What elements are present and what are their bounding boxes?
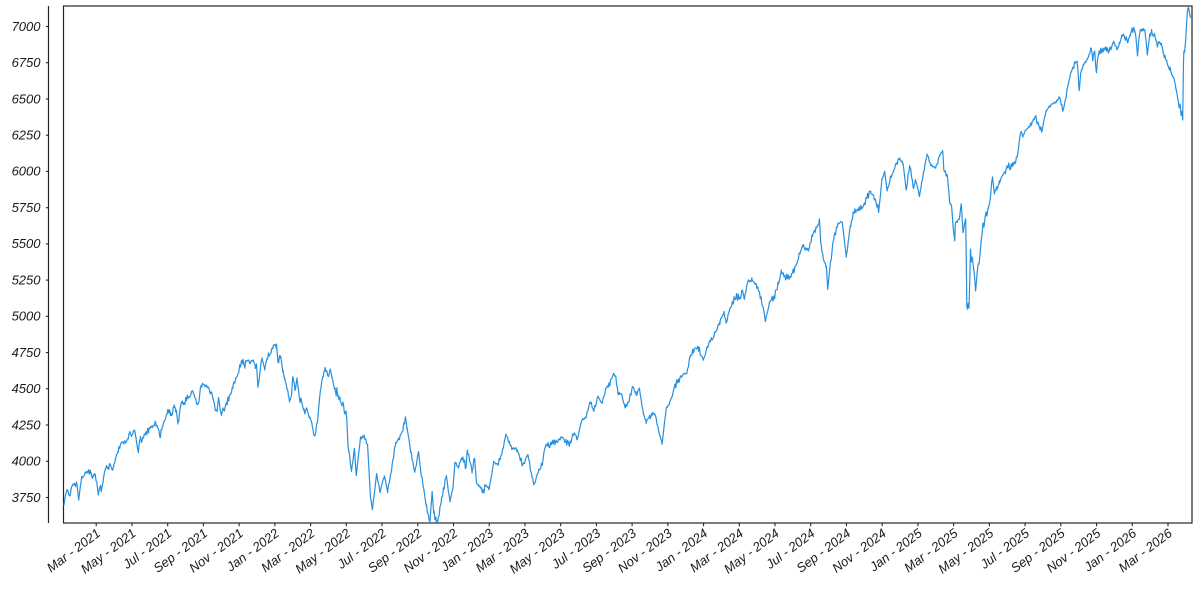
svg-text:6250: 6250 — [12, 128, 42, 143]
svg-text:5000: 5000 — [12, 309, 42, 324]
svg-text:7000: 7000 — [12, 19, 42, 34]
svg-text:3750: 3750 — [12, 490, 42, 505]
svg-text:5500: 5500 — [12, 236, 42, 251]
svg-text:5250: 5250 — [12, 272, 42, 287]
svg-text:5750: 5750 — [12, 200, 42, 215]
svg-text:4250: 4250 — [12, 417, 42, 432]
svg-text:4500: 4500 — [12, 381, 42, 396]
svg-text:4750: 4750 — [12, 345, 42, 360]
svg-text:6750: 6750 — [12, 55, 42, 70]
svg-text:6500: 6500 — [12, 91, 42, 106]
svg-text:6000: 6000 — [12, 164, 42, 179]
svg-text:4000: 4000 — [12, 454, 42, 469]
